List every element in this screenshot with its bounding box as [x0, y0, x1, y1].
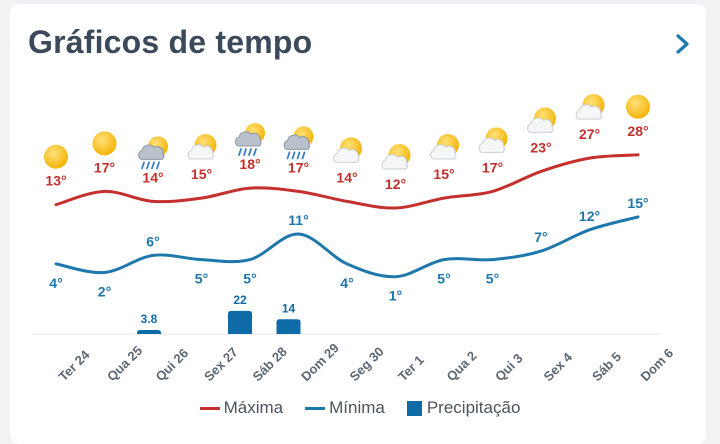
x-tick-label: Sáb 5 [589, 349, 624, 384]
sun-icon [44, 144, 68, 169]
max-temp-label: 14° [142, 169, 163, 185]
max-temp-label: 14° [336, 169, 357, 185]
min-temp-label: 15° [627, 195, 648, 211]
partly-cloudy-icon [430, 134, 459, 160]
min-temp-label: 5° [195, 271, 208, 287]
rain-sun-icon [138, 136, 168, 170]
x-tick-label: Seg 30 [347, 344, 387, 384]
min-temp-label: 11° [288, 212, 308, 228]
x-tick-label: Qua 2 [444, 348, 480, 384]
min-temp-label: 5° [486, 271, 499, 287]
max-temp-label: 28° [627, 123, 648, 139]
x-tick-label: Qua 25 [104, 343, 145, 384]
max-temp-label: 23° [530, 139, 551, 155]
min-temp-label: 12° [579, 208, 600, 224]
partly-cloudy-icon [527, 107, 556, 133]
chart-legend: Máxima Mínima Precipitação [0, 398, 720, 418]
x-tick-label: Dom 6 [638, 345, 677, 384]
max-temp-label: 15° [433, 166, 454, 182]
x-tick-label: Ter 1 [395, 352, 427, 384]
x-tick-label: Qui 26 [153, 345, 192, 384]
x-tick-label: Qui 3 [492, 351, 526, 385]
min-temp-line [54, 215, 640, 279]
min-temp-label: 4° [340, 275, 353, 291]
max-temp-label: 13° [45, 173, 66, 189]
partly-cloudy-icon [478, 127, 508, 153]
precip-bar[interactable] [276, 319, 301, 334]
weather-charts-card [10, 4, 706, 444]
sun-icon [92, 131, 117, 156]
precip-label: 3.8 [141, 312, 158, 326]
min-temp-label: 7° [534, 229, 547, 245]
x-tick-label: Sex 4 [541, 349, 576, 384]
max-temp-label: 18° [239, 156, 260, 172]
legend-precip-label: Precipitação [426, 398, 521, 417]
min-temp-label: 5° [243, 271, 256, 287]
partly-cloudy-icon [381, 144, 411, 170]
legend-min[interactable]: Mínima [305, 398, 385, 418]
partly-cloudy-icon [187, 134, 217, 160]
legend-precip[interactable]: Precipitação [406, 398, 521, 418]
weather-chart: 3.8 22 14 13° 17° 14° 15° 18° 17° 14° 12° 15° 17° 23°… [32, 94, 677, 385]
precip-bar[interactable] [228, 310, 252, 334]
max-temp-label: 17° [288, 159, 309, 175]
legend-precip-swatch [406, 400, 422, 416]
rain-sun-icon [235, 123, 265, 156]
legend-max-swatch [199, 406, 220, 410]
min-temp-label: 4° [49, 275, 62, 291]
sun-icon [626, 94, 650, 119]
chevron-right-icon[interactable] [668, 28, 698, 60]
max-temp-label: 15° [191, 166, 212, 182]
min-temp-label: 1° [389, 288, 402, 304]
page-title: Gráficos de tempo [28, 24, 313, 60]
x-tick-label: Sex 27 [201, 344, 241, 384]
max-temp-line [54, 153, 640, 210]
min-temp-label: 5° [437, 271, 450, 287]
precip-label: 22 [233, 293, 247, 307]
max-temp-label: 17° [482, 159, 503, 175]
rain-sun-icon [283, 126, 314, 160]
max-temp-label: 27° [579, 126, 600, 142]
x-tick-label: Dom 29 [298, 340, 342, 384]
max-temp-label: 17° [94, 159, 115, 175]
legend-min-swatch [305, 406, 326, 410]
legend-max-label: Máxima [223, 398, 284, 417]
partly-cloudy-icon [333, 137, 362, 163]
x-tick-label: Sáb 28 [250, 344, 290, 384]
legend-max[interactable]: Máxima [199, 398, 284, 418]
max-temp-label: 12° [385, 176, 406, 192]
legend-min-label: Mínima [329, 398, 385, 417]
precip-label: 14 [282, 301, 296, 315]
partly-cloudy-icon [575, 94, 605, 120]
x-tick-label: Ter 24 [56, 347, 94, 385]
min-temp-label: 6° [146, 233, 159, 249]
min-temp-label: 2° [98, 283, 111, 299]
precip-bar[interactable] [137, 330, 161, 334]
